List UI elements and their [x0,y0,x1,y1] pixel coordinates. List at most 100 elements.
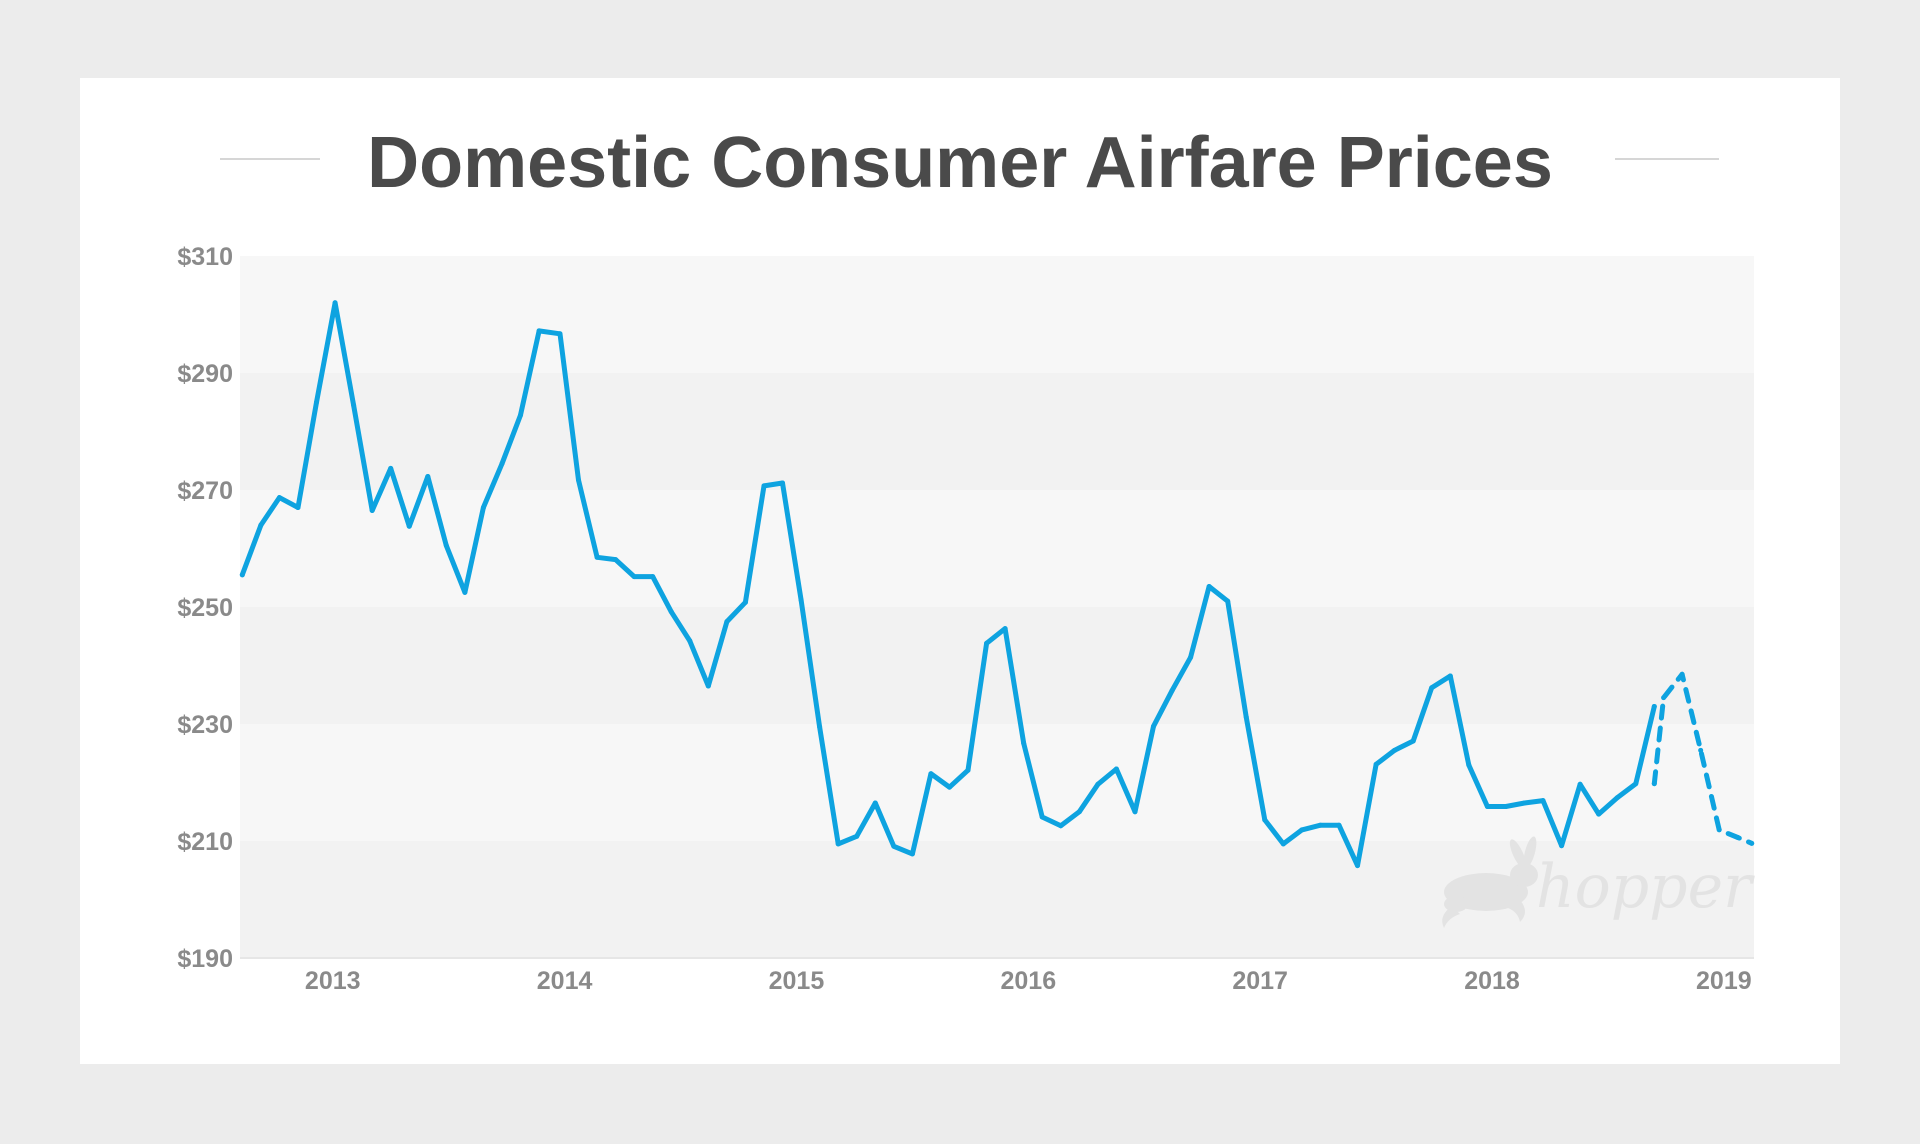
data-point [1410,738,1416,744]
data-point [631,574,637,580]
data-point [406,523,412,529]
grid-band [240,724,1754,841]
data-point [1392,747,1398,753]
data-point [705,683,711,689]
data-point [1243,714,1249,720]
y-axis-ticks: $190 $210 $230 $250 $270 $290 $310 [177,243,233,973]
data-point [1596,811,1602,817]
data-point [1559,843,1565,849]
data-point [276,495,282,501]
data-point [258,522,264,528]
x-tick-label: 2017 [1232,967,1288,995]
data-point [650,574,656,580]
data-point [1299,827,1305,833]
data-point [965,767,971,773]
data-point [1540,798,1546,804]
data-point [518,412,524,418]
data-point [909,851,915,857]
x-tick-label: 2014 [537,967,593,995]
data-point [1651,781,1657,787]
data-point [1716,827,1722,833]
data-point [1132,809,1138,815]
data-point [1021,740,1027,746]
series-lines [239,300,1755,869]
data-point [1076,809,1082,815]
grid-band [240,490,1754,607]
data-point [314,399,320,405]
x-tick-label: 2013 [305,967,361,995]
data-point [1698,747,1704,753]
data-point [1169,688,1175,694]
y-tick-label: $230 [177,711,233,739]
data-point [1317,822,1323,828]
data-point [499,461,505,467]
data-point [872,800,878,806]
data-point [613,557,619,563]
data-point [557,331,563,337]
data-point [536,328,542,334]
data-point [668,609,674,615]
data-point [576,477,582,483]
data-point [1633,781,1639,787]
data-point [984,640,990,646]
data-point [1188,654,1194,660]
data-point [1355,863,1361,869]
data-point [1735,834,1741,840]
y-tick-label: $190 [177,945,233,973]
y-tick-label: $310 [177,243,233,271]
data-point [835,841,841,847]
data-point [854,833,860,839]
data-point [1151,723,1157,729]
data-point [1113,766,1119,772]
data-point [1206,584,1212,590]
data-point [1002,626,1008,632]
hopper-watermark: hopper [1442,836,1755,928]
y-tick-label: $210 [177,828,233,856]
data-point [1503,803,1509,809]
x-tick-label: 2019 [1696,967,1752,995]
data-point [780,480,786,486]
data-point [1447,673,1453,679]
data-point [239,572,245,578]
chart-title: Domestic Consumer Airfare Prices [367,123,1553,203]
data-point [388,465,394,471]
y-tick-label: $250 [177,594,233,622]
data-point [462,589,468,595]
data-point [891,843,897,849]
data-point [443,543,449,549]
y-tick-label: $290 [177,360,233,388]
x-tick-label: 2016 [1000,967,1056,995]
data-point [1225,598,1231,604]
data-point [594,554,600,560]
data-point [817,724,823,730]
data-point [425,474,431,480]
data-point [1039,814,1045,820]
data-point [1749,840,1755,846]
data-point [1661,695,1667,701]
data-point [1466,762,1472,768]
data-point [1577,781,1583,787]
data-point [1679,671,1685,677]
data-point [1429,685,1435,691]
data-point [480,505,486,511]
title-rule-left [220,158,320,160]
data-point [351,402,357,408]
data-point [1336,822,1342,828]
hopper-logo-text: hopper [1536,852,1755,922]
data-point [946,784,952,790]
data-point [928,771,934,777]
x-tick-label: 2018 [1464,967,1520,995]
data-point [1373,761,1379,767]
data-point [1280,841,1286,847]
data-point [1484,803,1490,809]
data-point [1651,703,1657,709]
data-point [724,619,730,625]
data-point [295,505,301,511]
grid-band [240,256,1754,373]
data-point [1521,800,1527,806]
data-point [369,507,375,513]
data-point [1095,781,1101,787]
grid-bands [240,256,1754,959]
title-rule-right [1615,158,1719,160]
